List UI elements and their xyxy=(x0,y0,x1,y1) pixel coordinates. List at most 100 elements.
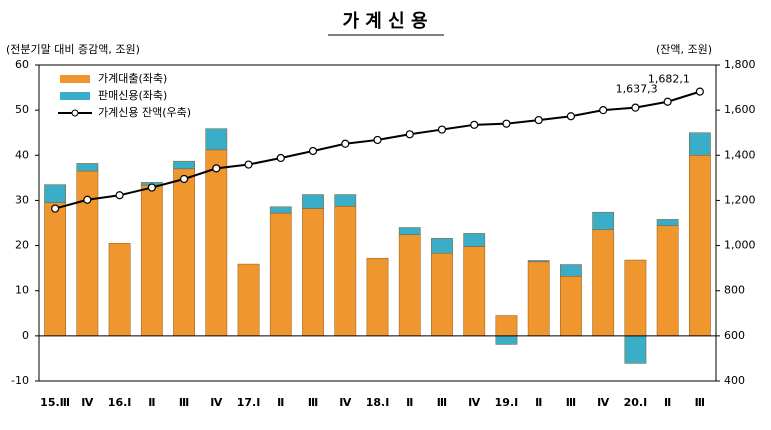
line-marker xyxy=(179,174,189,184)
bar-segment xyxy=(398,227,421,235)
bar-segment xyxy=(656,225,679,337)
x-tick-label: 20.Ⅰ xyxy=(624,396,648,409)
bar-segment xyxy=(688,132,711,156)
y2-axis-title: (잔액, 조원) xyxy=(656,43,712,56)
line-marker xyxy=(437,125,447,134)
y-tick-label: 30 xyxy=(15,193,29,206)
legend-swatch xyxy=(60,92,90,100)
bar-segment xyxy=(431,238,453,254)
bar-segment xyxy=(366,257,389,337)
bar-segment xyxy=(495,335,518,345)
bar-segment xyxy=(205,149,228,337)
y2-tick-label: 600 xyxy=(724,329,745,342)
bar-segment xyxy=(560,264,582,277)
bar-segment xyxy=(302,208,324,337)
x-tick-label: Ⅲ xyxy=(308,396,318,409)
x-tick-label: Ⅱ xyxy=(148,396,155,409)
y2-tick-label: 1,400 xyxy=(724,148,756,161)
bar-segment xyxy=(108,243,131,337)
y-tick-label: -10 xyxy=(11,374,29,387)
bar-segment xyxy=(688,155,711,337)
line-marker xyxy=(502,119,511,128)
x-tick-label: Ⅱ xyxy=(664,396,671,409)
line-marker xyxy=(534,115,543,125)
x-tick-label: Ⅱ xyxy=(406,396,413,409)
y-tick-label: 20 xyxy=(15,239,29,252)
data-label: 1,637,3 xyxy=(616,83,658,96)
bar-segment xyxy=(44,184,67,203)
line-marker xyxy=(83,195,92,204)
bar-segment xyxy=(624,335,647,364)
bar-segment xyxy=(334,206,357,337)
bar-segment xyxy=(527,260,550,263)
x-tick-label: Ⅲ xyxy=(695,396,705,409)
y2-tick-label: 1,600 xyxy=(724,103,756,116)
bar-segment xyxy=(334,194,357,207)
line-marker xyxy=(244,160,253,169)
bar-segment xyxy=(495,315,518,337)
line-marker xyxy=(405,130,414,139)
y-axis-title: (전분기말 대비 증감액, 조원) xyxy=(6,43,140,56)
line-marker xyxy=(566,112,576,121)
x-tick-label: Ⅱ xyxy=(277,396,284,409)
bar-segment xyxy=(44,202,67,337)
line-marker xyxy=(115,191,124,200)
x-tick-label: 19.Ⅰ xyxy=(495,396,519,409)
x-tick-label: Ⅲ xyxy=(566,396,576,409)
bar-segment xyxy=(592,211,615,231)
legend-swatch xyxy=(60,75,90,83)
y-tick-label: 10 xyxy=(15,284,29,297)
chart-title: 가 계 신 용 xyxy=(342,11,427,32)
x-tick-label: Ⅲ xyxy=(179,396,189,409)
x-tick-label: 18.Ⅰ xyxy=(366,396,390,409)
legend-label: 가계신용 잔액(우축) xyxy=(98,106,191,119)
x-tick-label: Ⅲ xyxy=(437,396,447,409)
legend-label: 가계대출(좌축) xyxy=(98,72,167,85)
x-tick-label: Ⅳ xyxy=(210,396,223,409)
bar-segment xyxy=(463,246,486,337)
bar-segment xyxy=(398,234,421,337)
bar-segment xyxy=(463,233,486,247)
x-tick-label: Ⅳ xyxy=(81,396,94,409)
x-tick-label: Ⅱ xyxy=(535,396,542,409)
line-marker xyxy=(599,106,608,115)
line-marker xyxy=(631,103,640,112)
bar-segment xyxy=(302,194,324,209)
x-tick-label: Ⅳ xyxy=(597,396,610,409)
x-tick-label: Ⅳ xyxy=(468,396,481,409)
line-marker xyxy=(147,183,156,192)
line-marker xyxy=(308,146,318,156)
bar-segment xyxy=(173,168,195,337)
y-tick-label: 40 xyxy=(15,148,29,161)
x-tick-label: 17.Ⅰ xyxy=(237,396,261,409)
y2-tick-label: 1,800 xyxy=(724,58,756,71)
x-tick-label: 16.Ⅰ xyxy=(108,396,132,409)
plot-frame xyxy=(38,64,717,382)
bar-segment xyxy=(269,206,292,214)
y-tick-label: 50 xyxy=(15,103,29,116)
line-marker xyxy=(695,87,704,96)
bar-segment xyxy=(592,229,615,337)
y-tick-label: 60 xyxy=(15,58,29,71)
bar-segment xyxy=(237,263,260,337)
line-marker xyxy=(212,164,221,173)
bar-segment xyxy=(624,259,647,337)
bar-segment xyxy=(76,163,99,172)
line-marker xyxy=(470,120,479,129)
data-label: 1,682,1 xyxy=(648,73,690,86)
x-tick-label: Ⅳ xyxy=(339,396,352,409)
bar-segment xyxy=(527,261,550,337)
y2-tick-label: 400 xyxy=(724,374,745,387)
y2-tick-label: 1,200 xyxy=(724,193,756,206)
x-tick-label: 15.Ⅲ xyxy=(40,396,70,409)
line-marker xyxy=(51,204,60,213)
line-marker xyxy=(341,139,350,148)
y-tick-label: 0 xyxy=(22,329,29,342)
bar-segment xyxy=(269,212,292,337)
legend-marker xyxy=(71,109,79,117)
line-marker xyxy=(276,153,285,163)
line-marker xyxy=(373,135,382,145)
bar-segment xyxy=(560,276,582,337)
line-marker xyxy=(663,97,672,106)
